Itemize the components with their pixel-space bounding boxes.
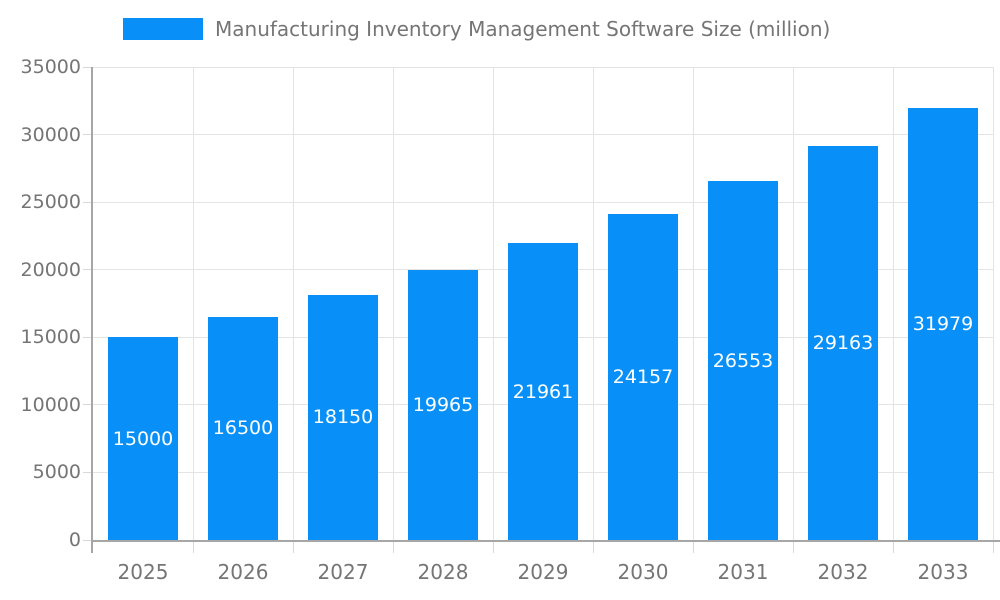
x-axis-label: 2032 [817, 560, 869, 584]
y-axis-label: 30000 [20, 123, 81, 146]
x-axis-tick [892, 540, 894, 553]
x-axis-label: 2030 [617, 560, 669, 584]
x-axis-label: 2033 [917, 560, 969, 584]
grid-line-horizontal [93, 66, 993, 68]
x-axis-label: 2029 [517, 560, 569, 584]
x-axis-label: 2026 [217, 560, 269, 584]
x-axis-label: 2031 [717, 560, 769, 584]
x-axis-label: 2028 [417, 560, 469, 584]
bar[interactable]: 15000 [108, 337, 178, 540]
bar-value-label: 21961 [512, 380, 574, 403]
y-axis-label: 15000 [20, 326, 81, 349]
x-axis-tick [492, 540, 494, 553]
bar[interactable]: 29163 [808, 145, 878, 540]
bar[interactable]: 31979 [908, 107, 978, 540]
grid-line-vertical [292, 67, 294, 540]
legend-item[interactable]: Manufacturing Inventory Management Softw… [123, 14, 830, 44]
x-axis-tick [992, 540, 994, 553]
x-axis-label: 2027 [317, 560, 369, 584]
y-axis-label: 0 [68, 529, 81, 551]
x-axis-tick [292, 540, 294, 553]
y-axis-tick [83, 404, 93, 406]
y-axis-tick [83, 134, 93, 136]
x-axis-line [91, 540, 1000, 542]
bar-value-label: 24157 [612, 365, 674, 388]
bar[interactable]: 18150 [308, 294, 378, 540]
y-axis-line [91, 67, 93, 553]
bar-value-label: 19965 [412, 394, 474, 417]
grid-line-horizontal [93, 201, 993, 203]
y-axis-label: 10000 [20, 393, 81, 416]
grid-line-vertical [892, 67, 894, 540]
bar-value-label: 16500 [212, 417, 274, 440]
bar-value-label: 29163 [812, 331, 874, 354]
grid-line-vertical [992, 67, 994, 540]
bar[interactable]: 26553 [708, 181, 778, 540]
y-axis-label: 25000 [20, 191, 81, 214]
bar[interactable]: 19965 [408, 270, 478, 540]
x-axis-tick [392, 540, 394, 553]
x-axis-tick [792, 540, 794, 553]
x-axis-tick [592, 540, 594, 553]
x-axis-tick [192, 540, 194, 553]
legend-label: Manufacturing Inventory Management Softw… [215, 17, 831, 41]
grid-line-vertical [392, 67, 394, 540]
bar-value-label: 15000 [112, 427, 174, 450]
bar[interactable]: 21961 [508, 243, 578, 540]
y-axis-tick [83, 66, 93, 68]
bar-value-label: 31979 [912, 312, 974, 335]
x-axis-label: 2025 [117, 560, 169, 584]
y-axis-tick [83, 336, 93, 338]
grid-line-horizontal [93, 134, 993, 136]
x-axis-tick [692, 540, 694, 553]
y-axis-tick [83, 269, 93, 271]
y-axis-label: 5000 [32, 461, 81, 484]
grid-line-vertical [692, 67, 694, 540]
grid-line-vertical [792, 67, 794, 540]
grid-line-vertical [192, 67, 194, 540]
bar[interactable]: 24157 [608, 213, 678, 540]
y-axis-label: 20000 [20, 258, 81, 281]
bar-value-label: 26553 [712, 349, 774, 372]
y-axis-tick [83, 201, 93, 203]
bar[interactable]: 16500 [208, 317, 278, 540]
legend-swatch [123, 18, 203, 40]
grid-line-vertical [492, 67, 494, 540]
y-axis-label: 35000 [20, 56, 81, 78]
y-axis-tick [83, 471, 93, 473]
y-axis-tick [83, 539, 93, 541]
bar-value-label: 18150 [312, 406, 374, 429]
grid-line-vertical [592, 67, 594, 540]
